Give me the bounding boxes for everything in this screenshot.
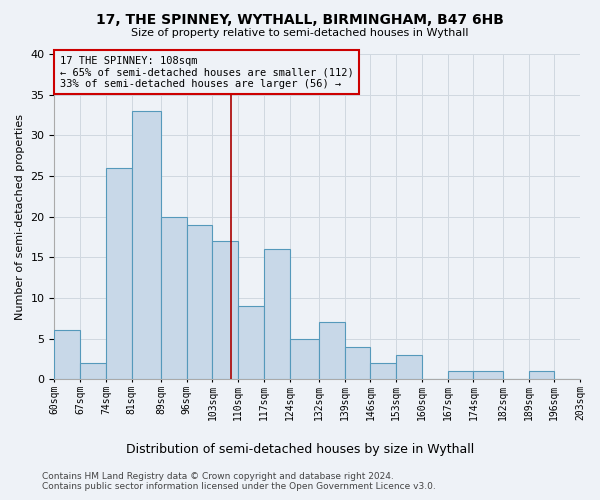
Bar — [55, 330, 80, 379]
Bar — [80, 363, 106, 379]
Bar — [106, 168, 131, 379]
Bar — [290, 338, 319, 379]
Bar — [161, 216, 187, 379]
Bar — [370, 363, 396, 379]
Y-axis label: Number of semi-detached properties: Number of semi-detached properties — [15, 114, 25, 320]
Bar — [448, 371, 473, 379]
Text: 17 THE SPINNEY: 108sqm
← 65% of semi-detached houses are smaller (112)
33% of se: 17 THE SPINNEY: 108sqm ← 65% of semi-det… — [59, 56, 353, 89]
Bar — [131, 111, 161, 379]
Bar — [319, 322, 345, 379]
Bar — [529, 371, 554, 379]
Bar — [396, 355, 422, 379]
Text: 17, THE SPINNEY, WYTHALL, BIRMINGHAM, B47 6HB: 17, THE SPINNEY, WYTHALL, BIRMINGHAM, B4… — [96, 12, 504, 26]
Bar — [345, 346, 370, 379]
Text: Distribution of semi-detached houses by size in Wythall: Distribution of semi-detached houses by … — [126, 442, 474, 456]
Text: Size of property relative to semi-detached houses in Wythall: Size of property relative to semi-detach… — [131, 28, 469, 38]
Text: Contains HM Land Registry data © Crown copyright and database right 2024.: Contains HM Land Registry data © Crown c… — [42, 472, 394, 481]
Bar — [238, 306, 264, 379]
Bar — [264, 249, 290, 379]
Bar — [212, 241, 238, 379]
Text: Contains public sector information licensed under the Open Government Licence v3: Contains public sector information licen… — [42, 482, 436, 491]
Bar — [473, 371, 503, 379]
Bar — [187, 224, 212, 379]
